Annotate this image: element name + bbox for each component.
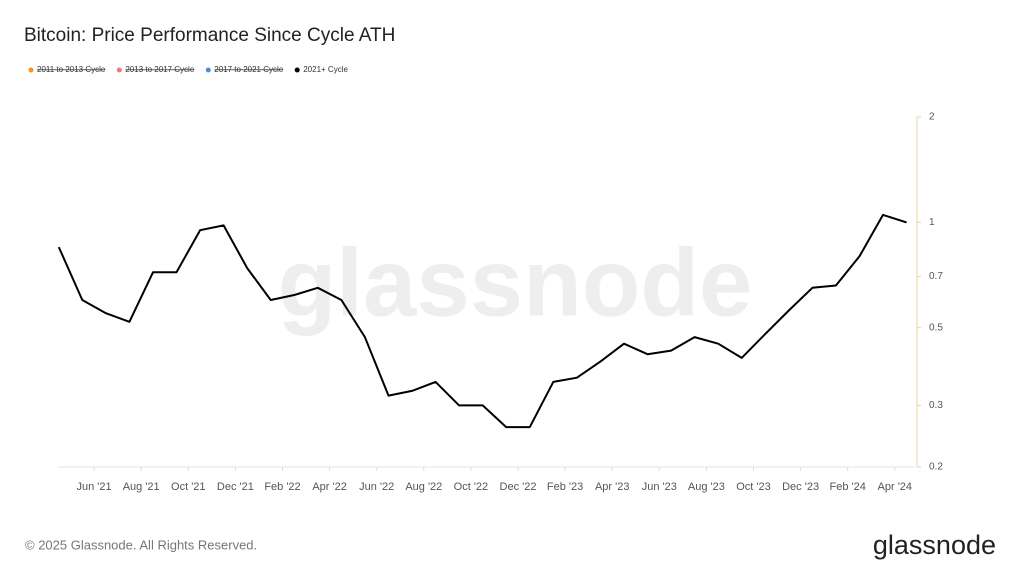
x-tick-label: Feb '24 — [830, 481, 866, 493]
x-tick-label: Apr '23 — [595, 481, 630, 493]
legend-swatch — [294, 67, 300, 73]
logo: glassnode — [873, 530, 996, 560]
legend-label[interactable]: 2021+ Cycle — [303, 65, 348, 74]
legend-label[interactable]: 2011 to 2013 Cycle — [37, 65, 106, 74]
x-tick-label: Jun '23 — [642, 481, 677, 493]
x-tick-label: Aug '22 — [405, 481, 442, 493]
x-tick-label: Jun '21 — [77, 481, 112, 493]
x-tick-label: Jun '22 — [359, 481, 394, 493]
watermark: glassnode — [278, 229, 753, 336]
y-tick-label: 0.3 — [929, 400, 943, 411]
x-tick-label: Oct '23 — [736, 481, 771, 493]
legend-label[interactable]: 2013 to 2017 Cycle — [125, 65, 194, 74]
x-tick-label: Apr '24 — [878, 481, 913, 493]
x-tick-label: Apr '22 — [312, 481, 347, 493]
x-tick-label: Oct '22 — [454, 481, 489, 493]
x-tick-label: Dec '21 — [217, 481, 254, 493]
y-tick-label: 0.7 — [929, 271, 943, 282]
y-tick-label: 1 — [929, 217, 935, 228]
x-tick-label: Aug '21 — [123, 481, 160, 493]
chart-title: Bitcoin: Price Performance Since Cycle A… — [24, 25, 395, 46]
legend-swatch — [205, 67, 211, 73]
x-tick-label: Oct '21 — [171, 481, 206, 493]
y-tick-label: 0.2 — [929, 462, 943, 473]
x-tick-label: Feb '23 — [547, 481, 583, 493]
x-tick-label: Feb '22 — [264, 481, 300, 493]
legend-label[interactable]: 2017 to 2021 Cycle — [214, 65, 283, 74]
x-tick-label: Dec '23 — [782, 481, 819, 493]
y-tick-label: 0.5 — [929, 322, 943, 333]
price-line — [57, 213, 907, 429]
y-tick-label: 2 — [929, 112, 935, 123]
copyright: © 2025 Glassnode. All Rights Reserved. — [25, 537, 257, 552]
x-tick-label: Dec '22 — [500, 481, 537, 493]
legend-swatch — [116, 67, 122, 73]
x-tick-label: Aug '23 — [688, 481, 725, 493]
legend-swatch — [28, 67, 34, 73]
